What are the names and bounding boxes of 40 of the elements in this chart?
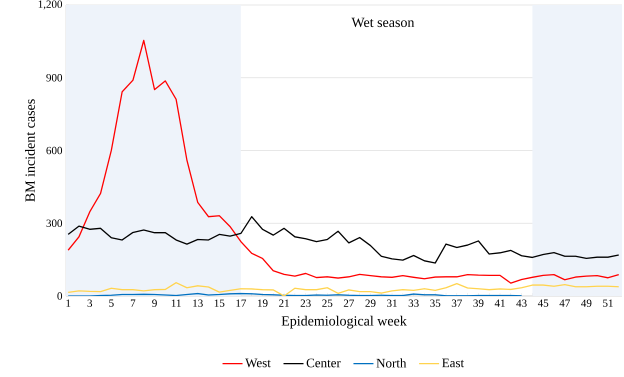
x-tick-label: 31 — [387, 300, 397, 307]
legend-label: Center — [306, 358, 341, 368]
y-tick-label: 0 — [57, 292, 62, 300]
x-tick-label: 19 — [258, 300, 268, 307]
x-tick-label: 43 — [516, 300, 527, 307]
x-axis-title: Epidemiological week — [282, 316, 407, 329]
y-tick-label: 1,200 — [38, 0, 62, 10]
legend-label: West — [245, 358, 271, 368]
x-tick-label: 5 — [109, 300, 114, 307]
x-tick-label: 23 — [300, 300, 311, 307]
x-tick-label: 11 — [172, 300, 181, 307]
x-tick-label: 15 — [214, 300, 224, 307]
annotation: Wet season — [351, 18, 414, 28]
x-tick-label: 29 — [365, 300, 376, 307]
y-tick-label: 900 — [46, 74, 62, 82]
x-tick-label: 51 — [603, 300, 613, 307]
x-tick-label: 39 — [473, 300, 484, 307]
x-tick-label: 3 — [88, 300, 92, 307]
x-tick-label: 37 — [452, 300, 462, 307]
x-tick-label: 25 — [322, 300, 332, 307]
x-tick-label: 17 — [236, 300, 246, 307]
line-series — [68, 40, 620, 284]
x-tick-label: 47 — [559, 300, 570, 307]
x-tick-label: 9 — [152, 300, 157, 307]
x-tick-label: 13 — [193, 300, 203, 307]
x-tick-label: 41 — [494, 300, 505, 307]
y-axis-title: BM incident cases — [25, 99, 35, 202]
y-tick-label: 300 — [46, 220, 62, 227]
y-tick-label: 600 — [46, 146, 62, 154]
x-tick-label: 21 — [279, 300, 289, 307]
x-tick-label: 27 — [344, 300, 354, 307]
legend-label: East — [442, 358, 464, 368]
x-tick-label: 1 — [66, 300, 70, 307]
x-tick-label: 45 — [538, 300, 548, 307]
x-tick-label: 35 — [430, 300, 440, 307]
x-tick-label: 33 — [408, 300, 419, 307]
x-tick-label: 49 — [581, 300, 592, 307]
legend-label: North — [376, 358, 406, 368]
line-series — [68, 216, 620, 264]
x-tick-label: 7 — [130, 300, 136, 307]
